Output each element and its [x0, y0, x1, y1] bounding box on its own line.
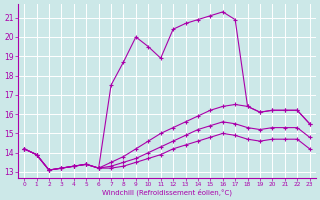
X-axis label: Windchill (Refroidissement éolien,°C): Windchill (Refroidissement éolien,°C)	[102, 188, 232, 196]
